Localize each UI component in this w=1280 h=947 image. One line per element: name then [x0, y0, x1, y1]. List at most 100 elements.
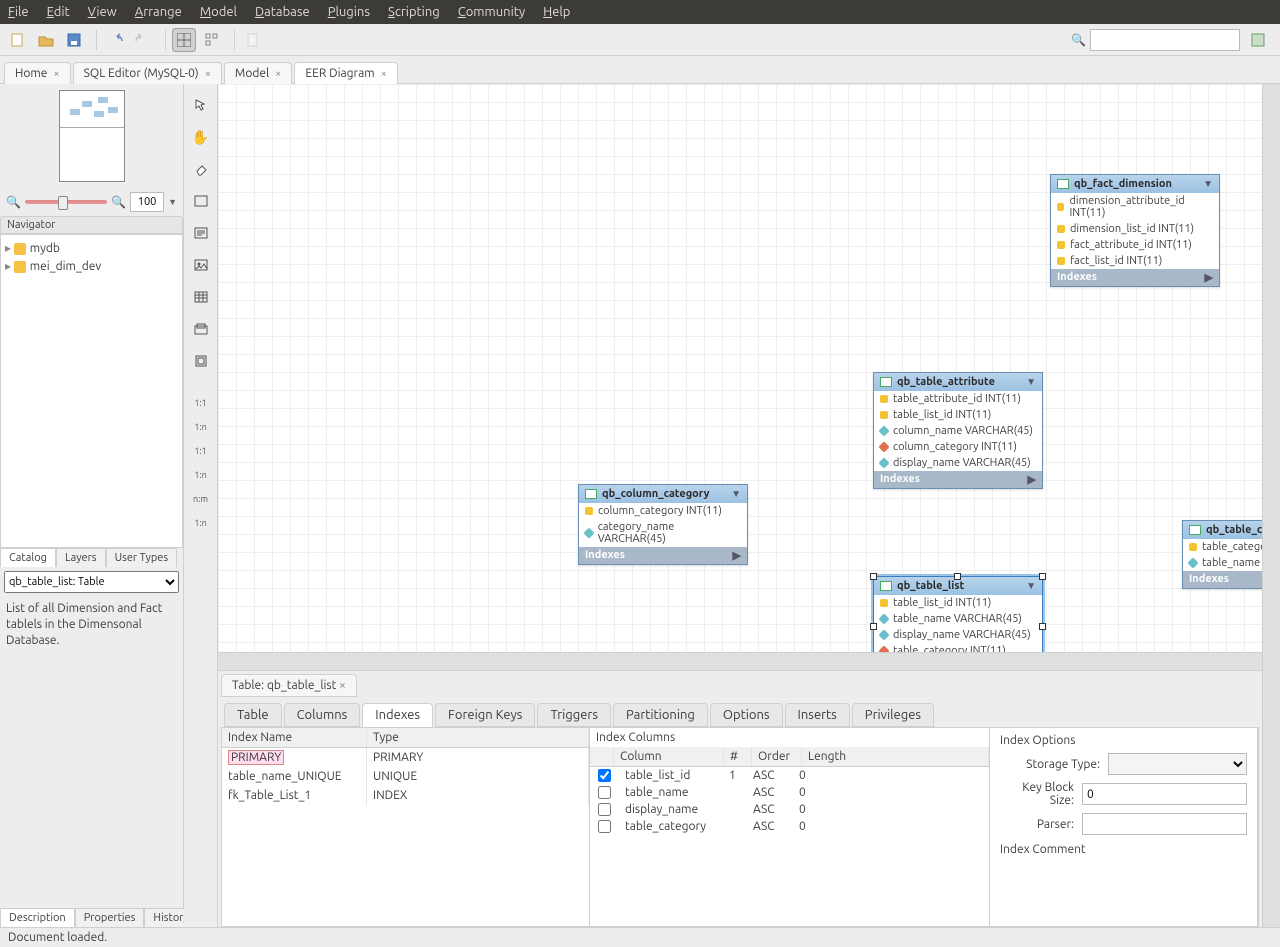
menu-file[interactable]: File [8, 5, 29, 19]
menu-view[interactable]: View [88, 5, 117, 19]
index-row[interactable]: fk_Table_List_1INDEX [222, 786, 589, 805]
toolbar-align-icon[interactable] [200, 28, 224, 52]
index-columns: Index Columns Column # Order Length tabl… [590, 728, 990, 926]
zoom-out-icon[interactable]: 🔍 [6, 195, 21, 209]
close-icon[interactable]: × [53, 68, 59, 80]
index-col-checkbox[interactable] [598, 820, 611, 833]
menu-database[interactable]: Database [255, 5, 310, 19]
vertical-scrollbar[interactable] [1262, 84, 1280, 927]
catalog-tabs: Catalog Layers User Types [0, 548, 183, 567]
close-icon[interactable]: × [381, 68, 387, 80]
tab-home[interactable]: Home× [4, 62, 71, 84]
tool-layer-icon[interactable] [188, 188, 214, 214]
menu-community[interactable]: Community [458, 5, 525, 19]
object-selector[interactable]: qb_table_list: Table [4, 571, 179, 593]
tool-rel-1nb-icon[interactable]: 1:n [188, 466, 214, 484]
index-col-row[interactable]: display_nameASC0 [590, 801, 989, 818]
index-col-row[interactable]: table_categoryASC0 [590, 818, 989, 835]
index-col-row[interactable]: table_list_id1ASC0 [590, 767, 989, 784]
tool-hand-icon[interactable]: ✋ [188, 124, 214, 150]
tool-rel-1nc-icon[interactable]: 1:n [188, 514, 214, 532]
navigator-preview[interactable] [59, 90, 125, 182]
index-row[interactable]: table_name_UNIQUEUNIQUE [222, 767, 589, 786]
tab-sql-editor[interactable]: SQL Editor (MySQL-0)× [73, 62, 222, 84]
entity-qb-column-category[interactable]: qb_column_category▼ column_category INT(… [578, 484, 748, 565]
tool-rel-11b-icon[interactable]: 1:1 [188, 442, 214, 460]
parser-input[interactable] [1082, 813, 1247, 835]
entity-qb-table-attribute[interactable]: qb_table_attribute▼ table_attribute_id I… [873, 372, 1043, 489]
subtab-inserts[interactable]: Inserts [785, 703, 850, 727]
subtab-table[interactable]: Table [224, 703, 282, 727]
zoom-slider[interactable] [25, 200, 107, 204]
catalog-tab-catalog[interactable]: Catalog [0, 548, 56, 567]
subtab-privileges[interactable]: Privileges [852, 703, 934, 727]
tool-view-icon[interactable] [188, 316, 214, 342]
editor-tab[interactable]: Table: qb_table_list × [221, 674, 357, 697]
menu-arrange[interactable]: Arrange [135, 5, 182, 19]
tool-eraser-icon[interactable] [188, 156, 214, 182]
zoom-input[interactable] [130, 192, 164, 212]
status-text: Document loaded. [8, 931, 107, 944]
toolbar: 🔍 [0, 24, 1280, 56]
menu-edit[interactable]: Edit [47, 5, 70, 19]
tool-routine-icon[interactable] [188, 348, 214, 374]
catalog-tab-usertypes[interactable]: User Types [106, 548, 178, 567]
tab-eer-diagram[interactable]: EER Diagram× [294, 62, 397, 84]
close-icon[interactable]: × [275, 68, 281, 80]
subtab-partitioning[interactable]: Partitioning [613, 703, 708, 727]
storage-type-select[interactable] [1108, 753, 1247, 775]
catalog-tree[interactable]: mydb mei_dim_dev [0, 234, 183, 548]
menu-model[interactable]: Model [200, 5, 237, 19]
menu-scripting[interactable]: Scripting [388, 5, 440, 19]
index-col-checkbox[interactable] [598, 803, 611, 816]
index-col-checkbox[interactable] [598, 769, 611, 782]
tab-model[interactable]: Model× [224, 62, 292, 84]
entity-qb-table-category[interactable]: qb_table_category▼ table_category INT(11… [1182, 520, 1262, 589]
subtab-indexes[interactable]: Indexes [362, 703, 433, 727]
diagram-canvas[interactable]: qb_column_category▼ column_category INT(… [218, 84, 1262, 652]
index-col-row[interactable]: table_nameASC0 [590, 784, 989, 801]
tool-palette: ✋ 1:1 1:n 1:1 1:n n:m 1:n [184, 84, 218, 927]
statusbar: Document loaded. [0, 927, 1280, 947]
table-editor-panel: Table: qb_table_list × Table Columns Ind… [218, 670, 1262, 927]
toolbar-pref-icon[interactable] [1246, 28, 1270, 52]
horizontal-scrollbar[interactable] [218, 652, 1262, 670]
desc-tab-description[interactable]: Description [0, 908, 75, 927]
zoom-in-icon[interactable]: 🔍 [111, 195, 126, 209]
menu-plugins[interactable]: Plugins [328, 5, 370, 19]
zoom-dropdown-icon[interactable]: ▼ [168, 197, 177, 207]
menu-help[interactable]: Help [543, 5, 570, 19]
tool-rel-1n-icon[interactable]: 1:n [188, 418, 214, 436]
toolbar-doc-icon[interactable] [241, 28, 265, 52]
desc-tab-properties[interactable]: Properties [75, 908, 145, 927]
catalog-tab-layers[interactable]: Layers [56, 548, 106, 567]
close-icon[interactable]: × [205, 68, 211, 80]
tool-rel-11-icon[interactable]: 1:1 [188, 394, 214, 412]
tool-rel-nm-icon[interactable]: n:m [188, 490, 214, 508]
tool-pointer-icon[interactable] [188, 92, 214, 118]
index-col-checkbox[interactable] [598, 786, 611, 799]
index-row[interactable]: PRIMARYPRIMARY [222, 748, 589, 767]
tool-image-icon[interactable] [188, 252, 214, 278]
toolbar-redo-icon[interactable] [131, 28, 155, 52]
search-icon: 🔍 [1071, 33, 1086, 47]
tool-table-icon[interactable] [188, 284, 214, 310]
search-input[interactable] [1090, 29, 1240, 51]
subtab-foreign-keys[interactable]: Foreign Keys [435, 703, 535, 727]
document-tabs: Home× SQL Editor (MySQL-0)× Model× EER D… [0, 56, 1280, 84]
catalog-item[interactable]: mei_dim_dev [5, 257, 178, 275]
toolbar-undo-icon[interactable] [103, 28, 127, 52]
subtab-columns[interactable]: Columns [284, 703, 361, 727]
tool-note-icon[interactable] [188, 220, 214, 246]
entity-qb-fact-dimension[interactable]: qb_fact_dimension▼ dimension_attribute_i… [1050, 174, 1220, 287]
subtab-triggers[interactable]: Triggers [537, 703, 611, 727]
entity-qb-table-list[interactable]: qb_table_list▼ table_list_id INT(11) tab… [873, 576, 1043, 652]
key-block-size-input[interactable] [1082, 783, 1247, 805]
subtab-options[interactable]: Options [710, 703, 783, 727]
toolbar-grid-icon[interactable] [172, 28, 196, 52]
toolbar-new-icon[interactable] [6, 28, 30, 52]
toolbar-save-icon[interactable] [62, 28, 86, 52]
catalog-item[interactable]: mydb [5, 239, 178, 257]
close-icon[interactable]: × [339, 679, 346, 692]
toolbar-open-icon[interactable] [34, 28, 58, 52]
